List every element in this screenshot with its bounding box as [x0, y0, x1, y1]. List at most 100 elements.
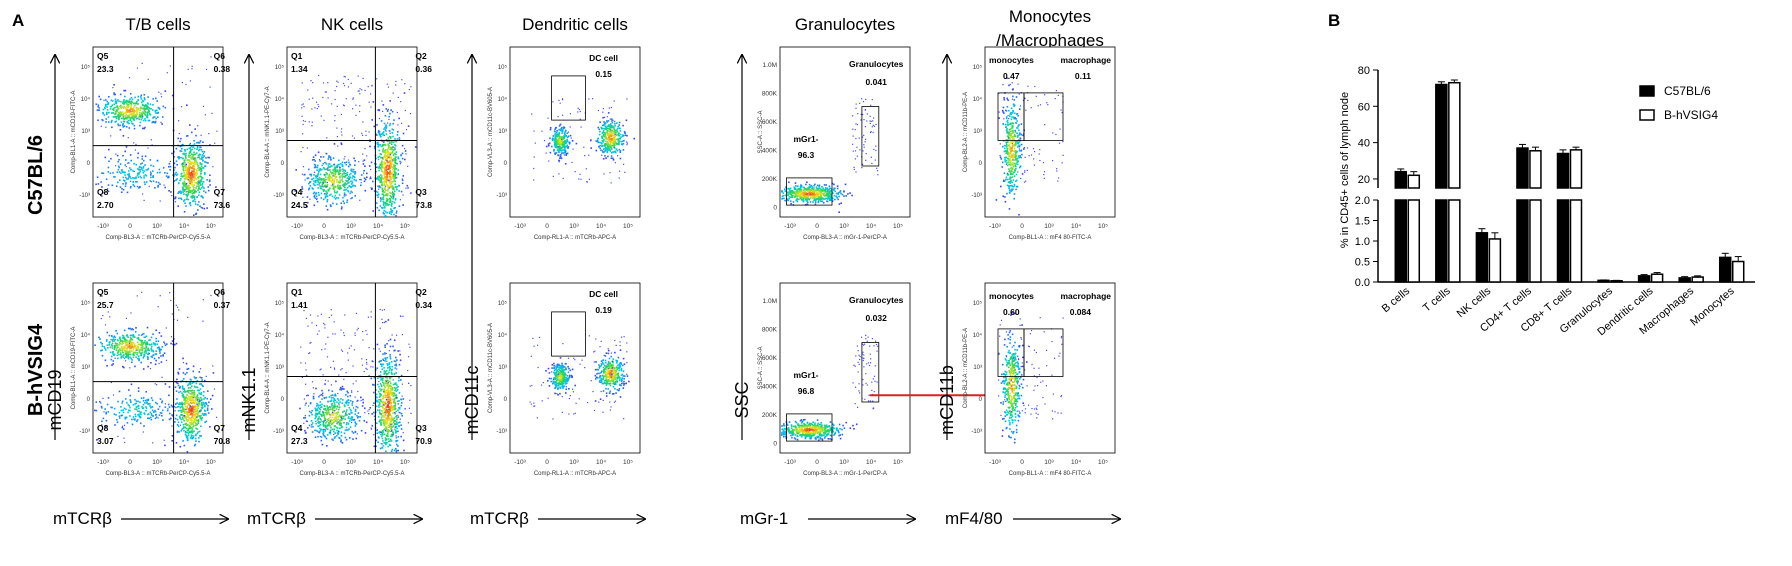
event-dot	[188, 156, 190, 158]
event-dot	[384, 396, 387, 398]
event-dot	[197, 415, 200, 417]
event-dot	[193, 179, 195, 181]
quadrant-percent: 0.34	[415, 300, 432, 310]
event-dot	[114, 116, 117, 118]
event-dot	[136, 113, 139, 116]
event-dot	[392, 425, 395, 427]
event-dot	[161, 415, 163, 417]
event-dot	[134, 113, 137, 116]
event-dot	[125, 360, 127, 362]
event-dot	[103, 99, 105, 101]
event-dot	[384, 172, 386, 175]
event-dot	[192, 190, 194, 192]
event-dot	[161, 401, 163, 404]
event-dot	[383, 409, 385, 411]
event-dot	[381, 164, 384, 166]
event-dot	[192, 414, 194, 417]
event-dot	[392, 146, 394, 148]
event-dot	[193, 143, 196, 145]
event-dot	[208, 401, 210, 404]
event-dot	[102, 108, 105, 111]
event-dot	[101, 424, 103, 426]
event-dot	[329, 408, 331, 411]
event-dot	[111, 119, 113, 122]
event-dot	[388, 366, 391, 369]
event-dot	[314, 166, 316, 168]
event-dot	[184, 400, 187, 402]
event-dot	[343, 332, 345, 334]
event-dot	[387, 373, 389, 375]
event-dot	[329, 431, 331, 433]
event-dot	[401, 178, 403, 180]
event-dot	[141, 348, 144, 350]
event-dot	[134, 102, 136, 104]
event-dot	[126, 99, 128, 102]
event-dot	[188, 389, 190, 392]
event-dot	[398, 425, 400, 427]
event-dot	[176, 178, 178, 180]
event-dot	[204, 396, 206, 399]
event-dot	[183, 411, 186, 413]
event-dot	[196, 420, 199, 422]
event-dot	[389, 408, 391, 411]
event-dot	[378, 179, 380, 181]
event-dot	[329, 424, 331, 427]
event-dot	[131, 114, 134, 117]
event-dot	[150, 362, 152, 364]
event-dot	[392, 188, 394, 191]
event-dot	[397, 436, 400, 438]
event-dot	[347, 180, 349, 182]
event-dot	[388, 187, 390, 189]
event-dot	[134, 365, 136, 368]
event-dot	[318, 159, 321, 161]
event-dot	[343, 192, 346, 194]
event-dot	[385, 159, 387, 161]
event-dot	[132, 102, 135, 105]
event-dot	[309, 198, 311, 200]
event-dot	[200, 435, 202, 437]
event-dot	[389, 376, 391, 379]
event-dot	[124, 180, 126, 182]
event-dot	[110, 344, 113, 346]
event-dot	[384, 144, 387, 146]
event-dot	[302, 120, 304, 122]
event-dot	[162, 167, 165, 169]
event-dot	[191, 181, 193, 184]
event-dot	[326, 181, 328, 184]
event-dot	[337, 418, 339, 421]
event-dot	[376, 124, 378, 126]
event-dot	[379, 398, 382, 401]
event-dot	[132, 328, 134, 331]
event-dot	[121, 343, 123, 345]
event-dot	[187, 198, 190, 201]
event-dot	[350, 183, 353, 185]
event-dot	[122, 188, 125, 191]
event-dot	[387, 172, 390, 174]
event-dot	[330, 184, 333, 187]
event-dot	[334, 177, 337, 179]
event-dot	[132, 170, 134, 172]
event-dot	[195, 212, 198, 215]
event-dot	[383, 384, 385, 386]
event-dot	[354, 172, 357, 175]
event-dot	[149, 368, 152, 370]
event-dot	[320, 368, 322, 370]
sparse-events	[300, 74, 412, 201]
event-dot	[322, 430, 325, 432]
event-dot	[354, 332, 356, 334]
event-dot	[328, 173, 331, 176]
event-dot	[156, 171, 159, 174]
event-dot	[125, 408, 127, 411]
cell-population	[95, 84, 175, 137]
event-dot	[188, 408, 191, 410]
event-dot	[124, 441, 126, 444]
event-dot	[204, 173, 206, 175]
event-dot	[338, 424, 341, 426]
event-dot	[326, 405, 328, 407]
event-dot	[187, 401, 189, 403]
event-dot	[186, 451, 189, 453]
event-dot	[383, 404, 385, 406]
event-dot	[410, 385, 412, 387]
event-dot	[314, 184, 316, 187]
event-dot	[196, 403, 198, 405]
